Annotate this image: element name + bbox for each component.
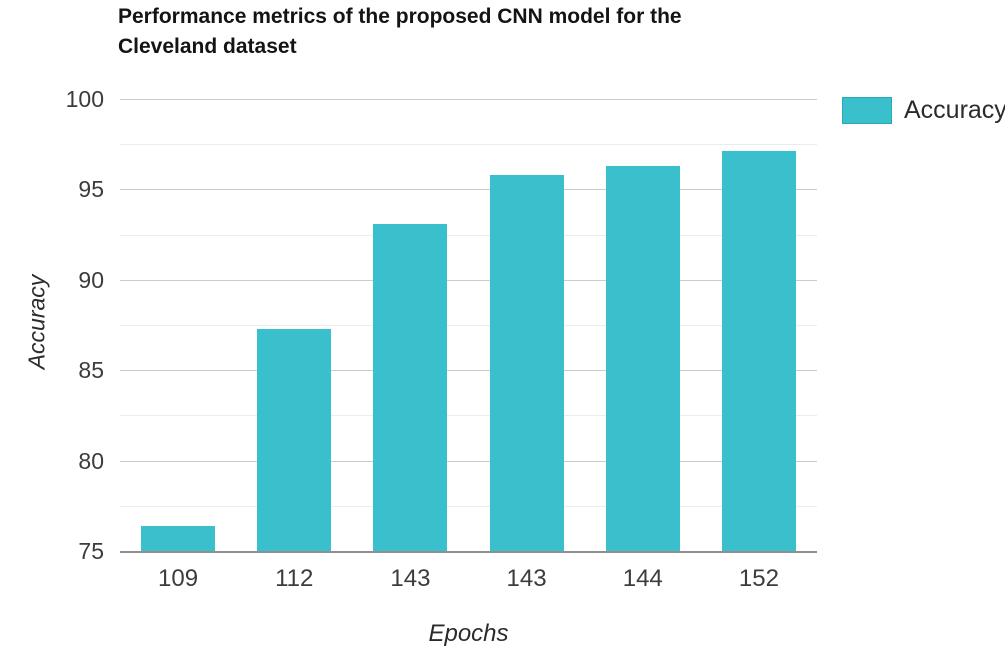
bar	[605, 165, 680, 551]
y-tick-label: 85	[78, 357, 104, 384]
legend-swatch-accuracy	[842, 97, 892, 124]
y-tick-label: 80	[78, 447, 104, 474]
x-tick-label: 112	[275, 565, 314, 592]
gridline-minor	[120, 415, 817, 417]
x-tick-label: 144	[622, 565, 663, 592]
bar	[141, 525, 216, 551]
gridline-minor	[120, 144, 817, 146]
x-axis-baseline	[120, 551, 817, 553]
gridline-major	[120, 460, 817, 462]
bar	[489, 174, 564, 551]
gridline-minor	[120, 325, 817, 326]
legend: Accuracy	[842, 96, 1005, 125]
gridline-minor	[120, 234, 817, 236]
bar	[257, 328, 332, 551]
gridline-major	[120, 189, 817, 191]
bar	[721, 151, 796, 551]
y-tick-label: 95	[78, 176, 104, 203]
y-tick-label: 75	[78, 538, 104, 564]
y-axis-title: Accuracy	[23, 274, 50, 370]
y-tick-label: 90	[78, 266, 104, 293]
gridline-major	[120, 279, 817, 281]
plot-area: 75 80 85 90 95 100 109 112 143 143 144 152	[66, 86, 817, 592]
x-tick-label: 109	[158, 565, 199, 592]
y-tick-label: 100	[65, 86, 104, 112]
gridline-major	[120, 99, 817, 100]
gridline-minor	[120, 505, 817, 507]
x-tick-label: 143	[390, 565, 431, 592]
x-axis-title: Epochs	[428, 620, 509, 647]
legend-label-accuracy: Accuracy	[904, 96, 1005, 124]
x-tick-label: 152	[738, 565, 779, 592]
chart-title: Performance metrics of the proposed CNN …	[118, 5, 682, 58]
bar	[373, 223, 448, 551]
gridline-major	[120, 370, 817, 372]
x-tick-label: 143	[506, 565, 547, 592]
